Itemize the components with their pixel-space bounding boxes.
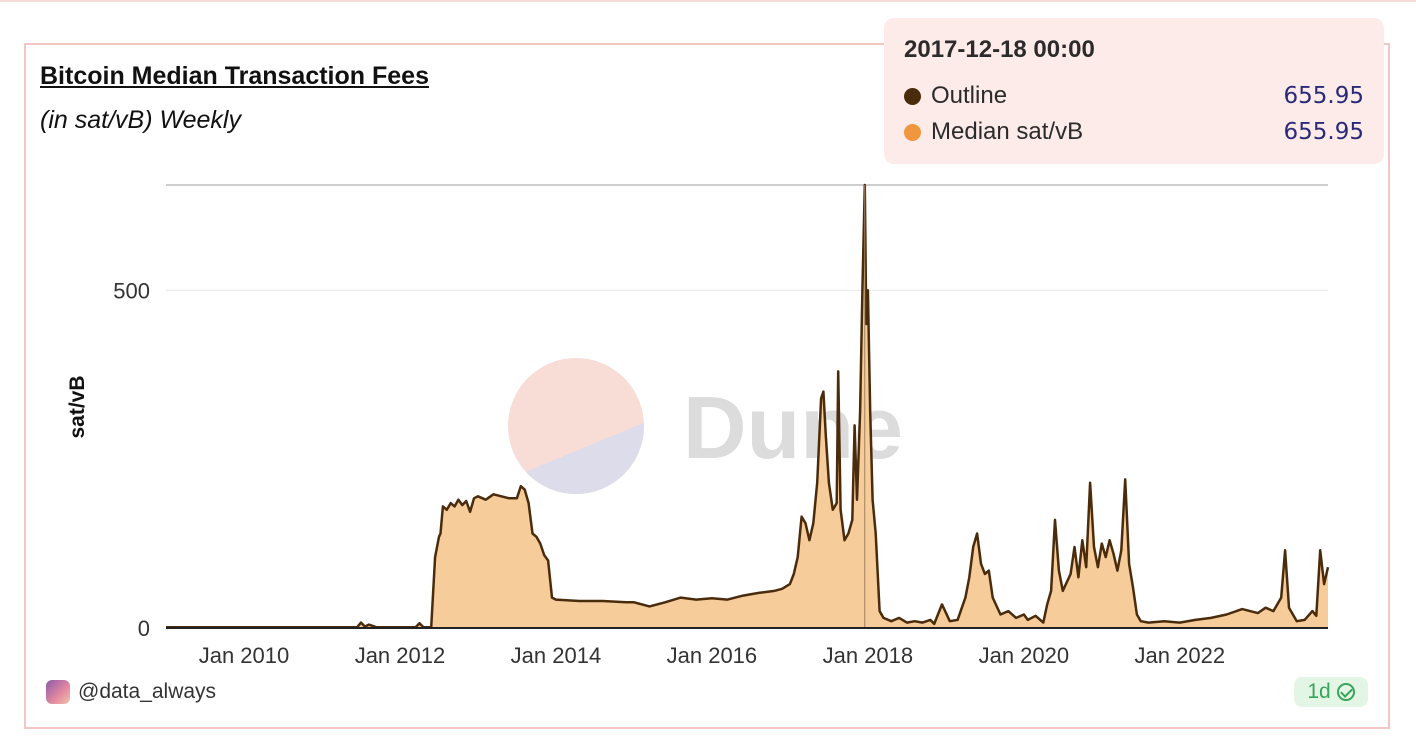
tooltip-series-name: Median sat/vB xyxy=(931,118,1084,145)
x-tick-label: Jan 2022 xyxy=(1135,643,1226,668)
legend-dot-outline xyxy=(904,87,921,105)
x-tick-label: Jan 2016 xyxy=(667,643,758,668)
legend-dot-median xyxy=(904,123,921,141)
top-divider xyxy=(0,0,1416,2)
author-link[interactable]: @data_always xyxy=(78,680,217,703)
refresh-interval: 1d xyxy=(1307,680,1331,703)
tooltip-date: 2017-12-18 00:00 xyxy=(904,36,1095,63)
verified-check-icon xyxy=(1336,683,1355,701)
dune-watermark: Dune xyxy=(508,358,903,494)
tooltip-series-value: 655.95 xyxy=(1283,83,1364,109)
x-tick-label: Jan 2020 xyxy=(979,643,1070,668)
chart-grid xyxy=(166,184,1328,291)
x-tick-label: Jan 2010 xyxy=(199,643,290,668)
chart-subtitle: (in sat/vB) Weekly xyxy=(40,106,241,134)
y-tick-label: 0 xyxy=(138,616,150,641)
x-tick-label: Jan 2012 xyxy=(355,643,446,668)
refresh-badge[interactable]: 1d xyxy=(1294,677,1368,707)
chart-title[interactable]: Bitcoin Median Transaction Fees xyxy=(40,62,429,90)
y-axis-label: sat/vB xyxy=(66,375,89,438)
y-tick-label: 500 xyxy=(113,278,150,303)
chart-tooltip: 2017-12-18 00:00 Outline 655.95 Median s… xyxy=(884,18,1384,164)
series-area-fill xyxy=(166,185,1328,628)
x-tick-label: Jan 2018 xyxy=(823,643,914,668)
tooltip-row-outline: Outline 655.95 xyxy=(904,78,1364,114)
x-axis: Jan 2010 Jan 2012 Jan 2014 Jan 2016 Jan 2018… xyxy=(199,643,1225,668)
tooltip-row-median: Median sat/vB 655.95 xyxy=(904,114,1364,150)
tooltip-series-name: Outline xyxy=(931,82,1008,109)
x-tick-label: Jan 2014 xyxy=(511,643,602,668)
tooltip-series-value: 655.95 xyxy=(1283,119,1364,145)
chart-series-area[interactable] xyxy=(166,183,1330,629)
y-axis: 0 500 xyxy=(113,278,1328,641)
watermark-logo-bottom xyxy=(508,422,644,494)
avatar[interactable] xyxy=(46,680,70,704)
